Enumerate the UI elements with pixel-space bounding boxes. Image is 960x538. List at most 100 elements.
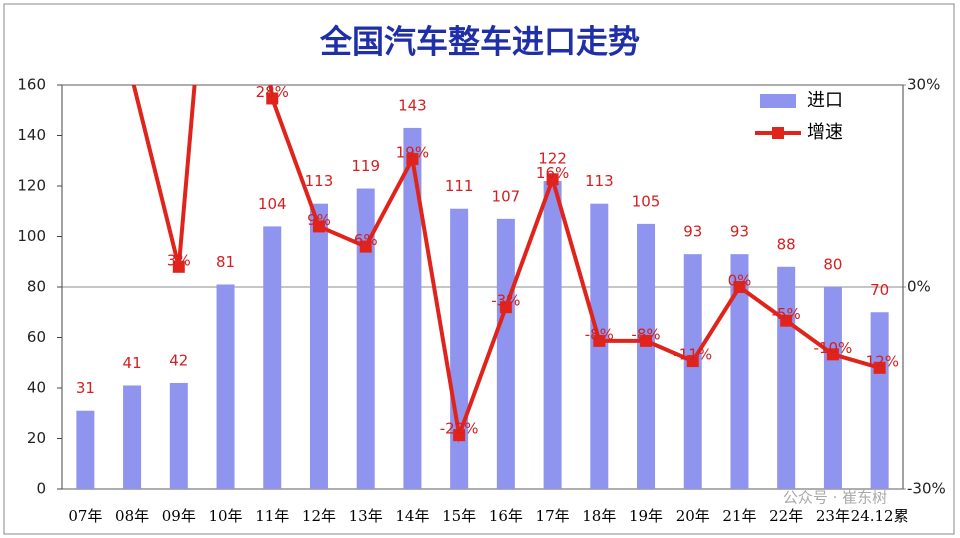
y-tick-label: 100 <box>17 227 46 245</box>
y-tick-label: 80 <box>27 278 46 296</box>
frame <box>3 3 955 535</box>
line-value-label: -10% <box>814 339 853 357</box>
bar <box>730 254 749 489</box>
bar <box>450 208 469 489</box>
x-tick-label: 13年 <box>349 507 383 525</box>
bar <box>309 203 328 489</box>
bar <box>543 180 562 489</box>
line-value-label: -5% <box>772 305 801 323</box>
x-tick-label: 21年 <box>722 507 756 525</box>
bar <box>216 284 235 489</box>
line-value-label: 9% <box>307 211 331 229</box>
line-marker <box>733 281 746 293</box>
y-tick-label: 140 <box>17 126 46 144</box>
bar <box>637 223 656 489</box>
line-marker <box>266 92 279 105</box>
x-tick-label: 15年 <box>442 507 476 525</box>
line-marker <box>686 355 699 368</box>
bar <box>169 382 188 489</box>
bar <box>496 218 515 489</box>
y2-tick-label: 0% <box>907 278 931 296</box>
line-value-label: 19% <box>396 144 429 162</box>
bar <box>356 188 375 489</box>
x-tick-label: 24.12累 <box>851 507 909 525</box>
bar-value-label: 113 <box>305 172 334 190</box>
bar <box>777 266 796 489</box>
bar <box>823 287 842 489</box>
bar-value-label: 111 <box>445 177 474 195</box>
x-tick-label: 07年 <box>68 507 102 525</box>
line-marker <box>359 240 372 253</box>
bar-value-label: 81 <box>216 253 235 271</box>
bar-value-label: 93 <box>683 223 702 241</box>
line-value-label: 16% <box>536 164 569 182</box>
chart-title: 全国汽车整车进口走势 <box>319 23 640 61</box>
x-tick-label: 12年 <box>302 507 336 525</box>
line-value-label: -12% <box>860 352 899 370</box>
legend-swatch-marker <box>772 127 784 139</box>
x-tick-label: 08年 <box>115 507 149 525</box>
bar-value-label: 42 <box>169 351 188 369</box>
line-value-label: -3% <box>491 292 520 310</box>
watermark: 公众号 · 崔东树 <box>783 489 887 507</box>
x-tick-label: 20年 <box>676 507 710 525</box>
bar-value-label: 113 <box>585 172 614 190</box>
line-marker <box>780 314 793 327</box>
bar-value-label: 80 <box>823 256 842 274</box>
x-tick-label: 17年 <box>536 507 570 525</box>
y-tick-label: 40 <box>27 379 46 397</box>
x-tick-label: 22年 <box>769 507 803 525</box>
line-marker <box>172 260 185 273</box>
line-value-label: 6% <box>354 231 378 249</box>
bar-value-label: 31 <box>76 379 95 397</box>
bar-value-label: 107 <box>492 187 521 205</box>
line-value-label: -22% <box>440 420 479 438</box>
legend-label: 进口 <box>807 90 843 111</box>
line-marker <box>406 153 419 166</box>
x-tick-label: 18年 <box>582 507 616 525</box>
line-value-label: 3% <box>167 251 191 269</box>
x-tick-label: 10年 <box>208 507 242 525</box>
x-tick-label: 14年 <box>395 507 429 525</box>
legend-swatch <box>760 94 796 108</box>
x-tick-label: 16年 <box>489 507 523 525</box>
y-tick-label: 60 <box>27 328 46 346</box>
line-value-label: 28% <box>256 83 289 101</box>
bar <box>403 127 422 489</box>
bar-value-label: 143 <box>398 96 427 114</box>
line-value-label: -8% <box>631 325 660 343</box>
bar-value-label: 104 <box>258 195 287 213</box>
legend-label: 增速 <box>807 122 843 143</box>
line-marker <box>873 361 886 374</box>
bar-value-label: 70 <box>870 281 889 299</box>
bar-value-label: 122 <box>538 149 567 167</box>
bar-value-label: 41 <box>123 354 142 372</box>
line-marker <box>826 348 839 361</box>
x-tick-label: 19年 <box>629 507 663 525</box>
bar <box>683 254 702 489</box>
y2-tick-label: 30% <box>907 76 940 94</box>
line-marker <box>453 429 466 442</box>
y-tick-label: 20 <box>27 429 46 447</box>
line-marker <box>640 334 653 347</box>
x-tick-label: 23年 <box>816 507 850 525</box>
x-tick-label: 09年 <box>162 507 196 525</box>
bar-value-label: 119 <box>351 157 380 175</box>
bar-value-label: 88 <box>777 235 796 253</box>
line-value-label: -8% <box>585 325 614 343</box>
x-tick-label: 11年 <box>255 507 289 525</box>
y2-tick-label: -30% <box>907 480 946 498</box>
line-marker <box>499 301 512 314</box>
bar-value-label: 93 <box>730 223 749 241</box>
bar <box>263 226 282 489</box>
line-marker <box>312 220 325 233</box>
plot-area <box>76 85 889 489</box>
line-marker <box>593 334 606 347</box>
bar <box>123 385 142 489</box>
y-tick-label: 160 <box>17 76 46 94</box>
line-value-label: -11% <box>673 346 712 364</box>
y-tick-label: 120 <box>17 177 46 195</box>
bar <box>870 312 889 489</box>
y-tick-label: 0 <box>36 480 46 498</box>
